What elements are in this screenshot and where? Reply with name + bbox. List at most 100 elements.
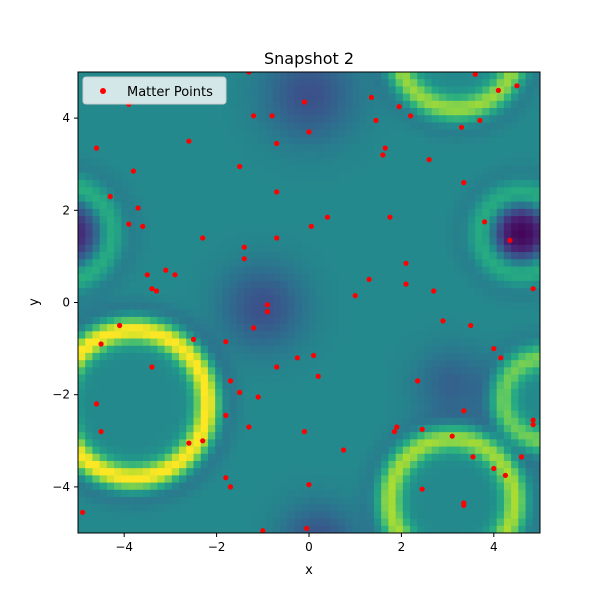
heatmap-cell: [215, 417, 223, 426]
heatmap-cell: [417, 100, 426, 109]
heatmap-cell: [280, 295, 288, 304]
heatmap-cell: [301, 316, 310, 325]
heatmap-cell: [265, 136, 274, 145]
heatmap-cell: [251, 252, 260, 260]
heatmap-cell: [150, 367, 159, 376]
heatmap-cell: [244, 201, 252, 210]
heatmap-cell: [345, 108, 353, 116]
heatmap-cell: [381, 460, 390, 469]
heatmap-cell: [395, 108, 404, 116]
heatmap-cell: [460, 324, 469, 332]
heatmap-cell: [258, 208, 267, 217]
heatmap-cell: [496, 324, 505, 332]
heatmap-cell: [135, 288, 144, 296]
heatmap-cell: [395, 381, 404, 390]
heatmap-cell: [518, 475, 527, 484]
heatmap-cell: [453, 79, 462, 87]
heatmap-cell: [316, 158, 325, 167]
heatmap-cell: [309, 489, 317, 498]
heatmap-cell: [222, 216, 231, 224]
heatmap-cell: [453, 252, 462, 260]
heatmap-cell: [99, 129, 108, 138]
heatmap-cell: [92, 367, 101, 376]
heatmap-cell: [114, 338, 122, 347]
heatmap-cell: [186, 511, 195, 520]
heatmap-cell: [150, 108, 159, 116]
heatmap-cell: [337, 280, 346, 289]
heatmap-cell: [236, 475, 245, 484]
heatmap-cell: [410, 367, 418, 376]
heatmap-cell: [157, 338, 166, 347]
heatmap-cell: [171, 511, 180, 520]
heatmap-cell: [294, 244, 303, 253]
heatmap-cell: [373, 511, 382, 520]
heatmap-cell: [366, 396, 375, 404]
heatmap-cell: [475, 180, 483, 188]
heatmap-cell: [453, 432, 462, 440]
heatmap-cell: [92, 266, 101, 275]
heatmap-cell: [150, 244, 159, 253]
heatmap-cell: [359, 460, 368, 469]
heatmap-cell: [402, 482, 411, 491]
heatmap-cell: [287, 475, 296, 484]
heatmap-cell: [482, 381, 491, 390]
heatmap-cell: [388, 72, 397, 80]
heatmap-cell: [330, 194, 339, 203]
heatmap-cell: [301, 280, 310, 289]
heatmap-cell: [345, 122, 353, 131]
heatmap-cell: [475, 432, 483, 440]
heatmap-cell: [388, 302, 397, 311]
heatmap-cell: [294, 295, 303, 304]
heatmap-cell: [215, 331, 223, 340]
heatmap-cell: [236, 338, 245, 347]
heatmap-cell: [388, 331, 397, 340]
heatmap-cell: [316, 223, 325, 232]
heatmap-cell: [518, 216, 527, 224]
heatmap-cell: [345, 172, 353, 181]
heatmap-cell: [99, 187, 108, 196]
heatmap-cell: [251, 439, 260, 448]
heatmap-cell: [200, 144, 209, 152]
heatmap-cell: [424, 194, 433, 203]
heatmap-cell: [410, 345, 418, 354]
heatmap-cell: [207, 136, 216, 145]
matter-point: [264, 309, 270, 315]
heatmap-cell: [388, 381, 397, 390]
heatmap-cell: [301, 511, 310, 520]
heatmap-cell: [511, 295, 519, 304]
heatmap-cell: [503, 511, 512, 520]
heatmap-cell: [236, 72, 245, 80]
heatmap-cell: [171, 108, 180, 116]
heatmap-cell: [135, 129, 144, 138]
heatmap-cell: [157, 180, 166, 188]
heatmap-cell: [135, 439, 144, 448]
heatmap-cell: [438, 381, 447, 390]
heatmap-cell: [200, 525, 209, 533]
heatmap-cell: [503, 266, 512, 275]
heatmap-cell: [244, 259, 252, 268]
heatmap-cell: [503, 115, 512, 124]
heatmap-cell: [106, 129, 115, 138]
heatmap-cell: [106, 403, 115, 412]
heatmap-cell: [251, 266, 260, 275]
heatmap-cell: [121, 388, 130, 397]
heatmap-cell: [417, 489, 426, 498]
heatmap-cell: [114, 273, 122, 282]
heatmap-cell: [402, 338, 411, 347]
heatmap-cell: [215, 496, 223, 505]
heatmap-cell: [460, 338, 469, 347]
heatmap-cell: [489, 352, 498, 361]
heatmap-cell: [258, 194, 267, 203]
heatmap-cell: [135, 151, 144, 160]
heatmap-cell: [410, 331, 418, 340]
heatmap-cell: [287, 86, 296, 95]
heatmap-cell: [532, 273, 540, 282]
heatmap-cell: [179, 244, 187, 253]
heatmap-cell: [301, 208, 310, 217]
heatmap-cell: [186, 453, 195, 462]
heatmap-cell: [511, 352, 519, 361]
heatmap-cell: [532, 525, 540, 533]
heatmap-cell: [431, 79, 440, 87]
heatmap-cell: [518, 172, 527, 181]
heatmap-cell: [78, 316, 86, 325]
